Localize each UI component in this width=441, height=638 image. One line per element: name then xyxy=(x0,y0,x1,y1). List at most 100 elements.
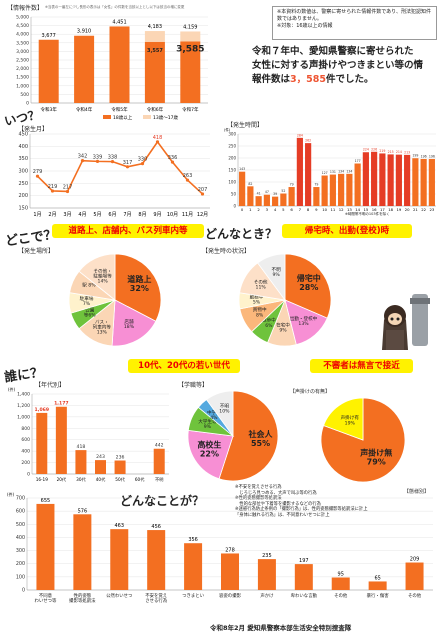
hour-bar xyxy=(280,193,287,206)
what-xtick: その他 xyxy=(408,592,422,599)
what-label: どんなことが？ xyxy=(120,494,205,508)
age-bar xyxy=(95,460,106,474)
what-bar xyxy=(73,514,92,590)
hour-xtick: 5 xyxy=(282,207,285,212)
age-chart: 0 200 400 600 800 1,000 1,200 1,400(件) 1,069 16-1… xyxy=(8,386,169,483)
when2-label: どんなとき？ xyxy=(205,227,278,241)
age-xtick: 60代 xyxy=(135,476,145,483)
hour-label: 226 xyxy=(371,147,377,151)
info-total: 4,183 xyxy=(148,24,162,30)
age-label: 418 xyxy=(77,444,86,450)
hour-xtick: 20 xyxy=(405,207,410,212)
what-ytick: 600 xyxy=(16,509,25,515)
hour-bar xyxy=(338,173,345,206)
hour-label: 41 xyxy=(257,192,261,196)
info-bar xyxy=(109,26,130,104)
what-ytick: 400 xyxy=(16,535,25,541)
info-bar xyxy=(180,41,201,103)
age-label: 1,069 xyxy=(35,407,50,413)
month-xtick: 10月 xyxy=(167,212,178,218)
place-pie: 道路上 32% 店舗 18% バス・列車内等 13%公園等6%駐車場 7% 駅 8%その他・駐… xyxy=(68,253,162,347)
age-label: 243 xyxy=(96,454,105,460)
hour-xtick: 15 xyxy=(363,207,368,212)
hour-ytick: 200 xyxy=(228,156,236,161)
voice-slice xyxy=(323,397,364,441)
age-xtick: 40代 xyxy=(96,476,106,483)
month-xtick: 7月 xyxy=(123,212,131,218)
hour-label: 214 xyxy=(396,150,402,154)
hour-bar xyxy=(354,163,361,206)
lead-line-2: 女性に対する声掛けやつきまとい等の情 xyxy=(252,59,424,71)
month-xtick: 3月 xyxy=(63,212,71,218)
what-label: 576 xyxy=(78,508,88,514)
info-xtick: 令和6年 xyxy=(147,106,164,113)
what-note-3: ※性的姿態撮影等処罰法 xyxy=(235,496,282,502)
lead-line-3: 報件数は3，585件でした。 xyxy=(252,73,374,85)
age-xtick: 50代 xyxy=(115,476,125,483)
what-label: 197 xyxy=(299,558,309,564)
what-xtick: 容姿の撮影 xyxy=(219,592,242,599)
what-label: 356 xyxy=(188,537,198,543)
info-ytick: 3,500 xyxy=(16,40,29,46)
month-ytick: 200 xyxy=(18,193,28,199)
legend-adult: 18歳以上 xyxy=(113,114,133,121)
age-bar xyxy=(153,448,165,474)
what-xtick: 公然わいせつ xyxy=(106,592,132,599)
job-label: 中学生 4% xyxy=(207,409,221,421)
age-title: 【年代別】 xyxy=(35,382,66,389)
hour-label: 177 xyxy=(355,159,361,163)
month-chart: 150 200 250 300 350 400 450 279 1月 219 2月 217 3月 342 4… xyxy=(18,132,210,218)
suspect-illustration xyxy=(382,294,430,350)
info-inner: 3,557 xyxy=(147,48,163,54)
hour-bar xyxy=(404,154,411,206)
what-bar xyxy=(294,564,313,590)
where-answer: 道路上、店舗内、バス列車内等 xyxy=(52,224,204,238)
what-label: 65 xyxy=(374,575,380,581)
month-point xyxy=(185,178,190,182)
hour-ytick: 250 xyxy=(228,144,236,149)
what-bar xyxy=(257,559,276,590)
what-bar xyxy=(405,562,424,590)
what-ytick: 200 xyxy=(16,561,25,567)
hour-xtick: 13 xyxy=(347,207,352,212)
what-notes: ※不安を覚えさせる行為 じろじろ見つめる、大声で叫ぶ等の行為 ※性的姿態撮影等処… xyxy=(235,485,405,518)
info-ytick: 2,000 xyxy=(16,66,29,72)
hour-ytick: 150 xyxy=(228,168,236,173)
what-title: 【態様別】 xyxy=(404,489,430,495)
hour-bar xyxy=(313,187,320,206)
place-label: 公園等6% xyxy=(84,307,97,318)
month-ytick: 450 xyxy=(18,132,28,138)
hour-xtick: 23 xyxy=(429,207,434,212)
month-label: 207 xyxy=(198,187,208,193)
hour-xtick: 22 xyxy=(421,207,426,212)
age-ylabel: (件) xyxy=(8,386,16,392)
age-xtick: 20代 xyxy=(57,476,67,483)
place-slice xyxy=(111,299,157,347)
situation-label: 買物中 8% xyxy=(253,306,267,318)
month-ytick: 150 xyxy=(18,206,28,212)
situation-label: 帰宅中 28% xyxy=(297,273,321,292)
what-bar xyxy=(36,503,55,590)
month-label: 336 xyxy=(168,155,178,161)
info-total: 4,451 xyxy=(112,19,126,25)
month-point xyxy=(140,162,145,166)
info-total: 3,910 xyxy=(77,29,91,35)
month-xtick: 9月 xyxy=(153,212,161,218)
what-bar xyxy=(184,543,203,590)
hour-xtick: 11 xyxy=(330,207,335,212)
job-label: 社会人 55% xyxy=(248,429,274,448)
month-point xyxy=(170,160,175,164)
hour-label: 79 xyxy=(290,183,294,187)
hour-bar xyxy=(395,154,402,206)
hour-label: 143 xyxy=(239,167,245,171)
hour-xtick: 10 xyxy=(322,207,327,212)
hour-bar xyxy=(305,143,312,206)
legend-swatch-adult xyxy=(103,115,111,119)
info-ytick: 0 xyxy=(26,101,29,107)
job-label: 不明 10% xyxy=(219,404,230,415)
hour-xtick: 17 xyxy=(380,207,385,212)
what-xtick: 不安を覚えさせる行為 xyxy=(145,592,168,604)
hour-label: 52 xyxy=(281,189,285,193)
hour-xtick: 3 xyxy=(266,207,269,212)
what-xtick: 暴行・傷害 xyxy=(367,592,390,599)
